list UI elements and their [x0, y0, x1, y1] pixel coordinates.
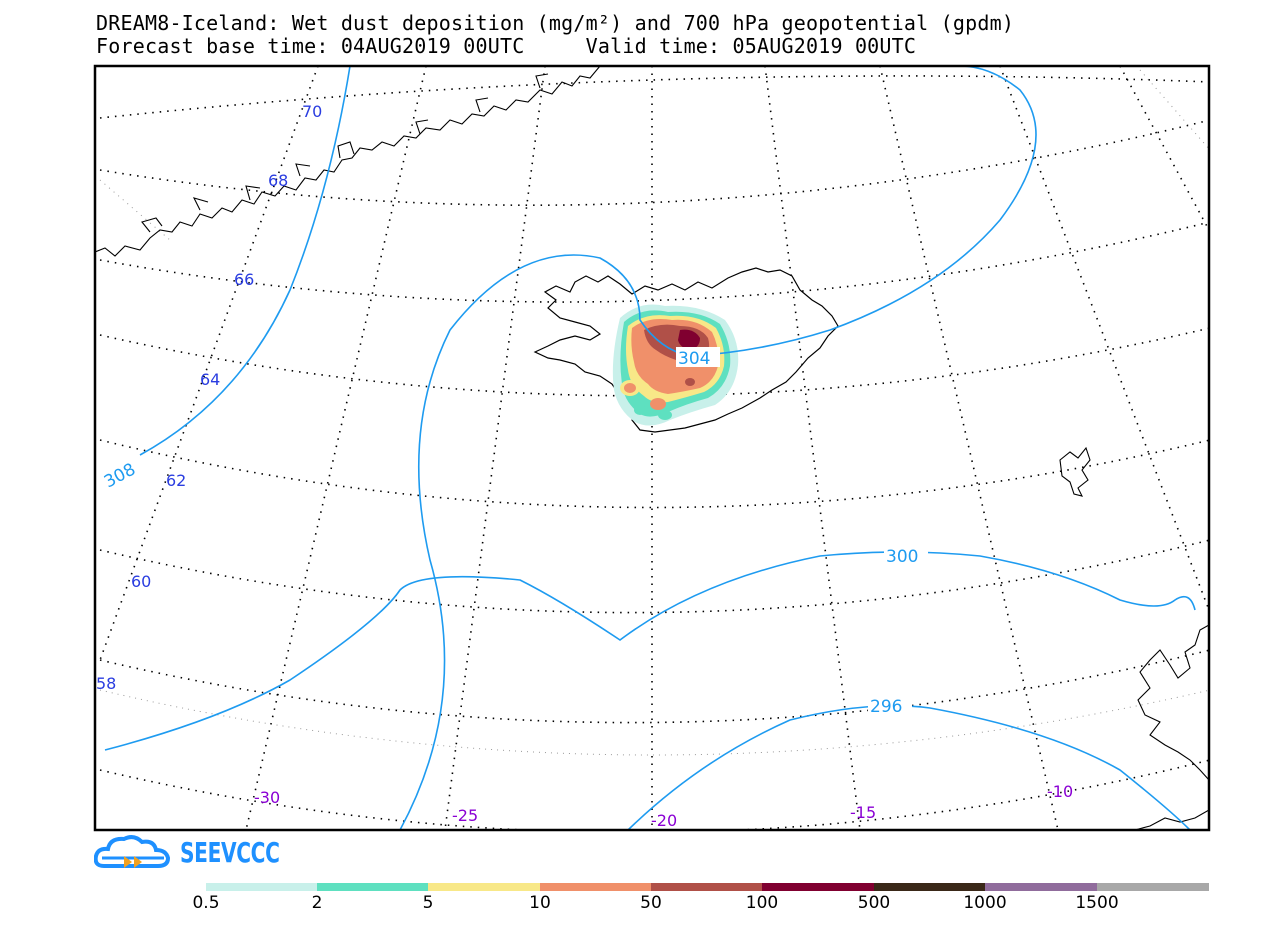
colorbar-swatch-1 — [206, 883, 317, 891]
colorbar-label: 500 — [857, 893, 891, 913]
colorbar-swatch-8 — [985, 883, 1097, 891]
contour-label-296-bg — [868, 695, 912, 715]
colorbar-swatch-3 — [428, 883, 540, 891]
colorbar-label: 1000 — [963, 893, 1007, 913]
lon-label-minus30: -30 — [254, 788, 280, 807]
contour-label-300-bg — [884, 545, 928, 565]
colorbar-swatch-6 — [762, 883, 874, 891]
contour-label-296: 296 — [870, 697, 902, 717]
seevccc-cloud-icon — [94, 835, 171, 868]
colorbar-swatch-7 — [874, 883, 985, 891]
colorbar-swatch-5 — [651, 883, 762, 891]
lon-label-minus15: -15 — [850, 803, 876, 822]
colorbar-label: 10 — [529, 893, 551, 913]
colorbar-label: 100 — [745, 893, 779, 913]
lat-label-66: 66 — [234, 270, 254, 289]
lon-label-minus25: -25 — [452, 806, 478, 825]
lon-label-minus20: -20 — [651, 811, 677, 830]
iceland-coastline — [533, 267, 839, 433]
contour-304 — [399, 66, 1037, 830]
map-title: DREAM8-Iceland: Wet dust deposition (mg/… — [96, 11, 1015, 35]
wet-dust-deposition-field — [612, 304, 739, 426]
meridian-gridlines — [99, 66, 1209, 830]
colorbar-label: 50 — [640, 893, 662, 913]
seevccc-logo-text: SEEVCCC — [180, 836, 280, 869]
colorbar-label: 0.5 — [192, 893, 220, 913]
contour-296 — [627, 704, 1191, 830]
contour-label-304-bg — [676, 347, 720, 367]
contour-308 — [139, 66, 351, 456]
colorbar-swatch-2 — [317, 883, 428, 891]
lat-label-62: 62 — [166, 471, 186, 490]
greenland-coastline — [95, 66, 601, 257]
map-frame — [93, 64, 1211, 832]
faroe-coastline — [1059, 446, 1091, 497]
colorbar-swatch-4 — [540, 883, 651, 891]
colorbar-label: 1500 — [1075, 893, 1119, 913]
colorbar-label: 5 — [422, 893, 434, 913]
lat-label-68: 68 — [268, 171, 288, 190]
contour-label-308: 308 — [101, 460, 139, 493]
colorbar-swatch-9 — [1097, 883, 1209, 891]
latitude-gridlines — [99, 75, 1209, 830]
lat-label-64: 64 — [200, 370, 220, 389]
contour-label-304: 304 — [678, 349, 710, 369]
lat-label-58: 58 — [96, 674, 116, 693]
colorbar-label: 2 — [311, 893, 323, 913]
contour-300 — [104, 551, 1196, 751]
map-subtitle-times: Forecast base time: 04AUG2019 00UTC Vali… — [96, 34, 917, 58]
lat-label-70: 70 — [302, 102, 322, 121]
norway-coastline — [1134, 624, 1209, 830]
lat-label-60: 60 — [131, 572, 151, 591]
lon-label-minus10: -10 — [1047, 782, 1073, 801]
contour-label-300: 300 — [886, 547, 918, 567]
geopotential-contours — [104, 66, 1196, 830]
